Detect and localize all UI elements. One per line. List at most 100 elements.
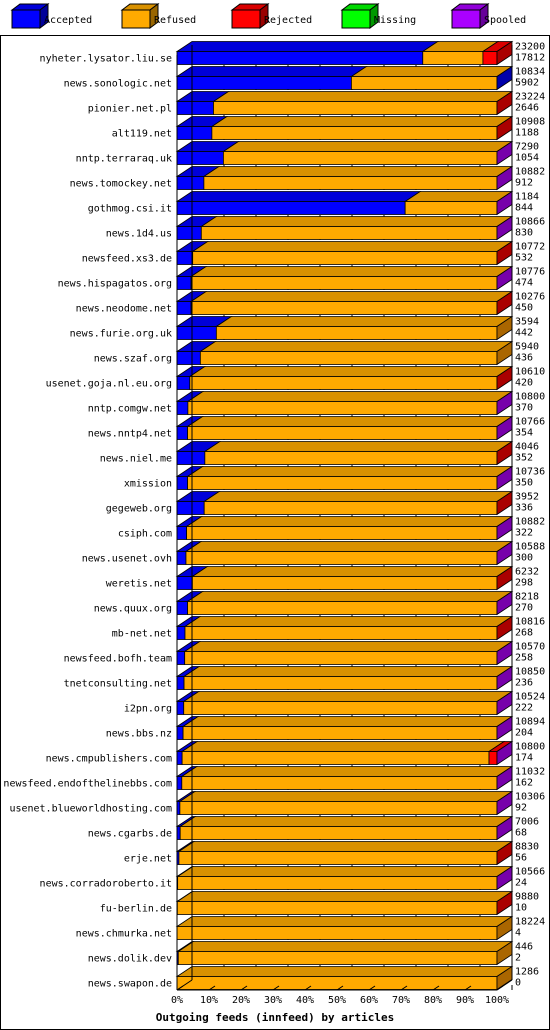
host-label: news.tomockey.net [70, 179, 172, 190]
bar-segment-accepted [176, 301, 192, 315]
host-label: csiph.com [118, 529, 172, 540]
bar-segment-refused [177, 951, 498, 965]
offered-value: 8830 [515, 842, 539, 853]
x-tick [336, 985, 344, 991]
host-label: nyheter.lysator.liu.se [40, 54, 172, 65]
x-tick-label: 10% [200, 995, 218, 1006]
offered-value: 9880 [515, 892, 539, 903]
bar-segment-refused [192, 251, 498, 265]
bar-segment-refused [404, 201, 498, 215]
host-label: news.hispagatos.org [58, 279, 172, 290]
legend-item-refused: Refused [120, 3, 196, 29]
legend-swatch-side [39, 3, 49, 29]
offered-value: 10776 [515, 267, 545, 278]
offered-value: 10276 [515, 292, 545, 303]
accepted-value: 68 [515, 828, 527, 839]
accepted-value: 830 [515, 228, 533, 239]
accepted-value: 56 [515, 853, 527, 864]
offered-value: 10588 [515, 542, 545, 553]
host-label: news.swapon.de [88, 979, 172, 990]
legend-swatch-side [259, 3, 269, 29]
accepted-value: 268 [515, 628, 533, 639]
bar-segment-top [176, 866, 514, 877]
accepted-value: 370 [515, 403, 533, 414]
bar-segment-refused [190, 276, 498, 290]
accepted-value: 298 [515, 578, 533, 589]
bar-segment-refused [184, 626, 498, 640]
offered-value: 3952 [515, 492, 539, 503]
bar-segment-accepted [176, 776, 183, 790]
x-tick-label: 90% [456, 995, 474, 1006]
bar-segment-top [180, 741, 506, 752]
bar-segment-accepted [176, 401, 189, 415]
bar-segment-top [177, 841, 514, 852]
offered-value: 1286 [515, 967, 539, 978]
bar-segment-refused [184, 651, 498, 665]
bar-segment-top [184, 541, 514, 552]
accepted-value: 270 [515, 603, 533, 614]
x-tick [368, 985, 376, 991]
legend-swatch-side [149, 3, 159, 29]
accepted-value: 350 [515, 478, 533, 489]
bar-segment-refused [187, 401, 498, 415]
bar-segment-refused [422, 51, 484, 65]
bar-segment-top [175, 41, 440, 52]
bar-segment-accepted [176, 576, 193, 590]
bar-segment-refused [186, 526, 498, 540]
accepted-value: 24 [515, 878, 527, 889]
host-label: nntp.terraraq.uk [76, 154, 172, 165]
host-label: news.chmurka.net [76, 929, 172, 940]
legend-label: Refused [154, 15, 196, 26]
offered-value: 10766 [515, 417, 545, 428]
accepted-value: 162 [515, 778, 533, 789]
bar-segment-accepted [176, 226, 202, 240]
offered-value: 8218 [515, 592, 539, 603]
accepted-value: 322 [515, 528, 533, 539]
accepted-value: 2646 [515, 103, 539, 114]
bar-segment-top [185, 516, 514, 527]
legend-swatch-side [369, 3, 379, 29]
accepted-value: 5902 [515, 78, 539, 89]
host-label: xmission [124, 479, 172, 490]
accepted-value: 442 [515, 328, 533, 339]
accepted-value: 204 [515, 728, 533, 739]
host-label: news.nntp4.net [88, 429, 172, 440]
bar-segment-top [183, 616, 514, 627]
bar-segment-top [202, 166, 514, 177]
host-label: nntp.comgw.net [88, 404, 172, 415]
bar-segment-top [182, 691, 514, 702]
bar-segment-refused [185, 551, 498, 565]
x-tick [304, 985, 312, 991]
bar-segment-top [183, 641, 514, 652]
offered-value: 7006 [515, 817, 539, 828]
bar-segment-accepted [176, 501, 205, 515]
bar-segment-top [350, 66, 514, 77]
offered-value: 5940 [515, 342, 539, 353]
offered-value: 10850 [515, 667, 545, 678]
host-label: erje.net [124, 854, 172, 865]
host-label: newsfeed.xs3.de [82, 254, 172, 265]
bar-segment-refused [176, 901, 498, 915]
accepted-value: 1054 [515, 153, 539, 164]
offered-value: 18224 [515, 917, 545, 928]
bar-segment-refused [178, 851, 498, 865]
bar-segment-top [191, 566, 514, 577]
bar-segment-top [175, 916, 514, 927]
bar-segment-refused [222, 151, 498, 165]
bar-segment-accepted [176, 651, 186, 665]
host-label: i2pn.org [124, 704, 172, 715]
bar-segment-refused [203, 501, 498, 515]
bar-segment-refused [203, 176, 498, 190]
bar-segment-refused [183, 701, 498, 715]
legend-label: Accepted [44, 15, 92, 26]
bar-segment-top [186, 416, 514, 427]
host-label: news.cmpublishers.com [46, 754, 172, 765]
x-tick [208, 985, 216, 991]
